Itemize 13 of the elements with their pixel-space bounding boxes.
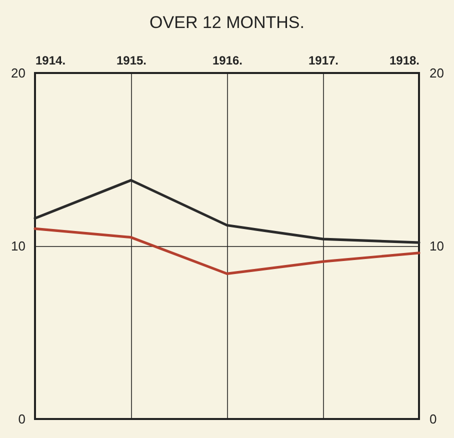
y2-tick-label: 10	[430, 238, 444, 254]
y2-tick-label: 0	[430, 412, 437, 426]
y-tick-label: 10	[11, 238, 26, 254]
x-tick-label: 1918.	[389, 54, 420, 68]
chart-title: OVER 12 MONTHS.	[150, 13, 304, 32]
x-tick-label: 1914.	[36, 54, 66, 68]
y2-tick-label: 20	[430, 66, 444, 80]
y-tick-label: 20	[11, 66, 26, 80]
x-tick-label: 1915.	[116, 54, 147, 68]
line-series	[34, 227, 420, 275]
x-tick-label: 1917.	[308, 54, 339, 68]
y-tick-label: 0	[18, 412, 26, 426]
x-tick-label: 1916.	[212, 54, 243, 68]
